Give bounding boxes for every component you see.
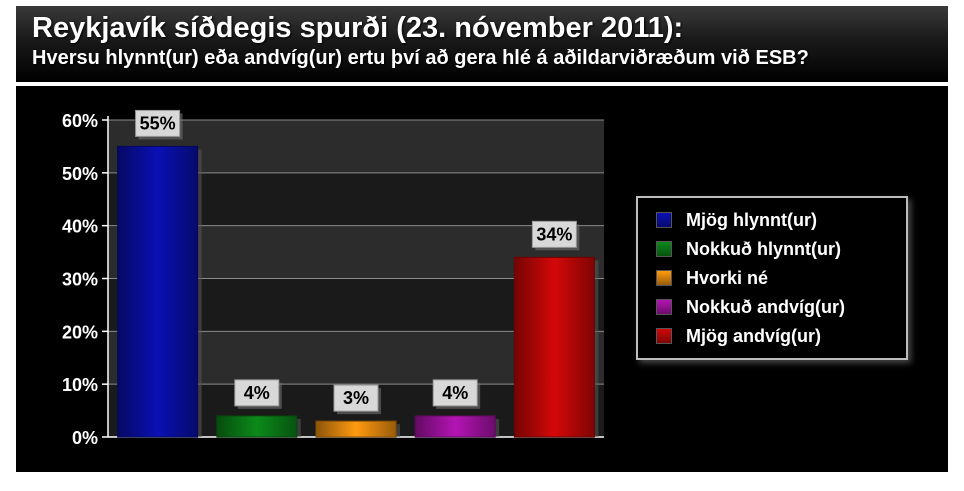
legend-swatch [656,212,672,228]
y-tick-label: 50% [62,164,98,184]
y-tick-label: 0% [72,428,98,448]
bar-2 [216,415,298,438]
y-tick-label: 60% [62,111,98,131]
data-label: 3% [343,388,369,408]
y-tick-label: 10% [62,375,98,395]
data-label: 4% [244,383,270,403]
legend-swatch [656,299,672,315]
legend-label: Mjög hlynnt(ur) [686,209,817,230]
bar-4 [414,415,496,438]
y-tick-label: 30% [62,270,98,290]
legend-label: Mjög andvíg(ur) [686,325,821,346]
legend-swatch [656,270,672,286]
bar-5 [513,256,595,438]
data-label: 55% [140,113,176,133]
legend-swatch [656,241,672,257]
data-label-box [333,384,379,412]
legend-item: Hvorki né [656,266,768,290]
chart-header: Reykjavík síðdegis spurði (23. nóvember … [16,6,948,82]
legend-label: Nokkuð andvíg(ur) [686,296,846,317]
y-tick-label: 40% [62,217,98,237]
bar-3 [315,420,397,438]
data-label-box [234,379,280,407]
bar-1 [117,145,199,438]
legend-label: Hvorki né [686,267,769,288]
chart-subtitle: Hversu hlynnt(ur) eða andvíg(ur) ertu þv… [32,47,809,69]
legend-swatch [656,328,672,344]
legend-item: Mjög hlynnt(ur) [656,208,817,232]
data-label: 34% [536,224,572,244]
data-label-box [432,379,478,407]
legend-item: Nokkuð hlynnt(ur) [656,237,841,261]
y-tick-label: 20% [62,322,98,342]
legend-label: Nokkuð hlynnt(ur) [686,238,841,259]
legend-item: Nokkuð andvíg(ur) [656,295,845,319]
chart-legend: Mjög hlynnt(ur) Nokkuð hlynnt(ur) Hvorki n… [636,196,908,360]
legend-item: Mjög andvíg(ur) [656,324,821,348]
data-label: 4% [442,383,468,403]
data-label-box [135,109,181,137]
chart-title: Reykjavík síðdegis spurði (23. nóvember … [32,12,684,44]
data-label-box [531,220,577,248]
